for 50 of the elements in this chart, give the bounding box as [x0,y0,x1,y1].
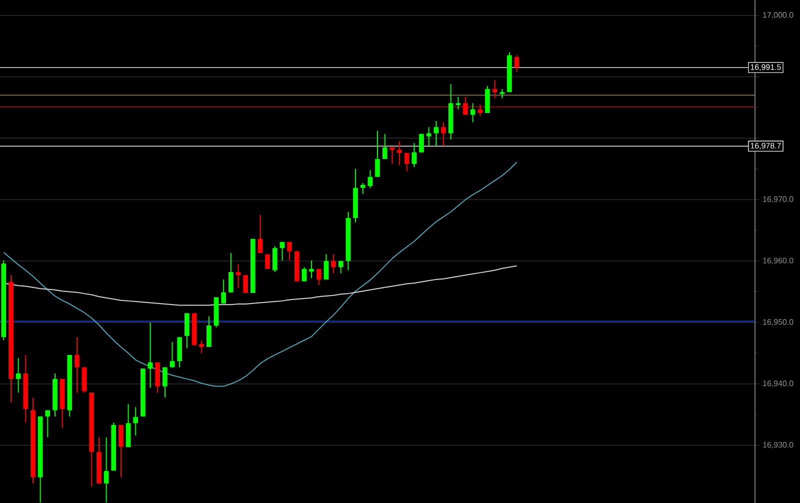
candlestick [82,366,87,393]
candlestick [434,120,439,147]
candlestick [309,260,314,279]
candlestick [412,142,417,168]
candlestick [485,85,490,114]
candlestick [236,264,241,289]
candlestick [272,246,278,273]
candlestick [382,133,388,160]
candlestick [404,152,410,172]
candlestick [338,260,344,274]
candlestick [441,122,446,147]
candlestick [45,410,50,438]
candlestick [118,424,124,478]
candlestick [514,54,520,72]
candlestick [302,266,307,282]
candlestick [426,126,432,147]
candlestick [221,278,226,304]
candlestick [324,254,329,280]
candlestick [243,274,248,294]
candlestick [258,214,263,254]
candlestick [184,312,190,349]
candlestick [492,79,498,99]
candlestick [280,241,285,261]
candlestick [470,102,476,123]
candlestick [16,358,21,393]
candlestick [126,404,131,448]
candlestick [500,88,505,99]
candlestick [456,96,461,110]
candlestick [206,316,212,348]
candlestick [74,336,80,393]
candlestick [463,96,468,116]
candlestick [360,182,366,195]
candlestick [287,241,292,261]
candlestick [228,252,234,293]
candlestick [155,362,160,393]
candlestick [375,130,380,178]
candlestick [133,406,138,436]
candlestick [419,133,424,153]
candlestick [316,268,322,286]
candlestick [170,342,175,368]
candlestick [478,104,483,117]
candlestick [390,146,395,164]
candlestick [199,340,204,354]
candlestick [162,366,168,398]
candlestick [148,322,153,388]
candlestick [104,436,109,503]
candlestick [177,336,182,368]
candlestick [368,170,373,188]
candlestick [397,140,402,166]
candlestick [331,254,336,274]
